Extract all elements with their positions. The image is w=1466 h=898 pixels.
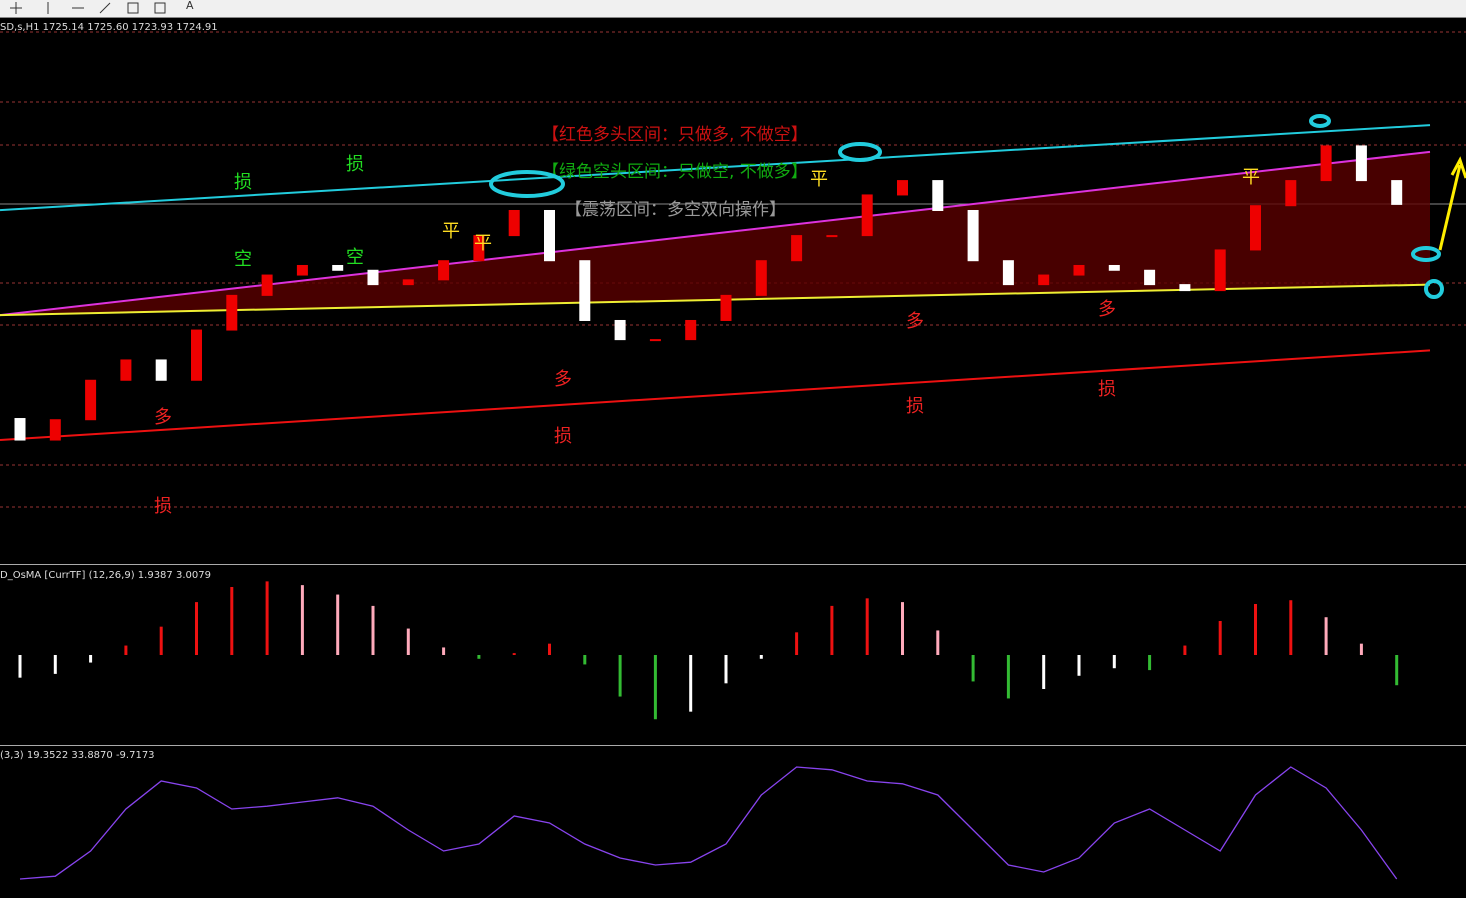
main-legend: SD,s,H1 1725.14 1725.60 1723.93 1724.91 [0, 22, 218, 33]
candle [85, 379, 97, 421]
short-label: 空 [346, 247, 364, 268]
candle [1355, 145, 1367, 182]
text-tool[interactable]: A [186, 0, 194, 12]
flat-label: 平 [442, 221, 460, 242]
candle [155, 359, 167, 381]
osma-legend: D_OsMA [CurrTF] (12,26,9) 1.9387 3.0079 [0, 570, 211, 581]
stop-label: 损 [1098, 379, 1116, 400]
candle [897, 180, 908, 196]
stoch-legend: (3,3) 19.3522 33.8870 -9.7173 [0, 750, 155, 761]
candle [508, 209, 520, 237]
candle [1320, 145, 1332, 182]
candle [791, 235, 803, 262]
long-label: 多 [906, 311, 924, 332]
long-label: 多 [554, 369, 572, 390]
toolbar-icons[interactable] [10, 2, 166, 14]
bear-zone-note: 【绿色空头区间：只做空, 不做多】 [542, 162, 808, 182]
candle [1144, 269, 1156, 286]
flat-label: 平 [810, 169, 828, 190]
long-label: 多 [154, 407, 172, 428]
candle [1108, 264, 1120, 271]
candle [579, 260, 591, 321]
stop-label: 损 [234, 172, 252, 193]
candle [367, 269, 379, 286]
range-zone-note: 【震荡区间：多空双向操作】 [565, 200, 786, 220]
candle [120, 359, 132, 381]
candle [685, 319, 697, 341]
flat-label: 平 [474, 233, 492, 254]
stoch-line [19, 766, 1398, 880]
candle [14, 418, 26, 441]
candle [1250, 205, 1261, 251]
arrow [1438, 156, 1466, 251]
candle [826, 235, 838, 238]
band-line [0, 150, 1431, 317]
candle [720, 294, 732, 321]
osma-panel [18, 581, 1399, 720]
candle [438, 260, 450, 281]
candle [1002, 260, 1014, 286]
candle [649, 339, 661, 342]
stop-label: 损 [906, 396, 924, 417]
long-label: 多 [1098, 299, 1116, 320]
markers [489, 114, 1444, 299]
candle [544, 209, 555, 262]
band-line [0, 349, 1431, 442]
candle [614, 319, 626, 341]
band-line [0, 124, 1431, 212]
candle [1214, 249, 1226, 292]
candle [402, 279, 414, 286]
candle [332, 264, 344, 271]
candle [1038, 274, 1050, 286]
candle [861, 194, 873, 237]
candle [473, 235, 485, 262]
stop-label: 损 [154, 496, 172, 517]
candle [191, 329, 202, 381]
bull-zone-note: 【红色多头区间：只做多, 不做空】 [542, 125, 808, 145]
stop-label: 损 [554, 426, 572, 447]
candle [261, 274, 273, 296]
stop-label: 损 [346, 154, 364, 175]
flat-label: 平 [1242, 167, 1260, 188]
short-label: 空 [234, 249, 252, 270]
candle [1179, 284, 1191, 292]
candle [967, 209, 979, 262]
band-line [0, 283, 1431, 317]
candle [1391, 180, 1403, 205]
main-chart [0, 124, 1431, 442]
signal-labels: 损 损 损 损 损 损 多 多 多 多 空 空 平 平 平 平 [154, 154, 1260, 517]
candle [49, 419, 61, 441]
candle [932, 180, 944, 211]
candle [1285, 180, 1297, 207]
toolbar [0, 0, 1466, 17]
candle [296, 264, 308, 276]
candle [1073, 264, 1085, 276]
candle [755, 260, 767, 296]
stoch-panel [19, 766, 1398, 880]
candle [226, 294, 238, 331]
